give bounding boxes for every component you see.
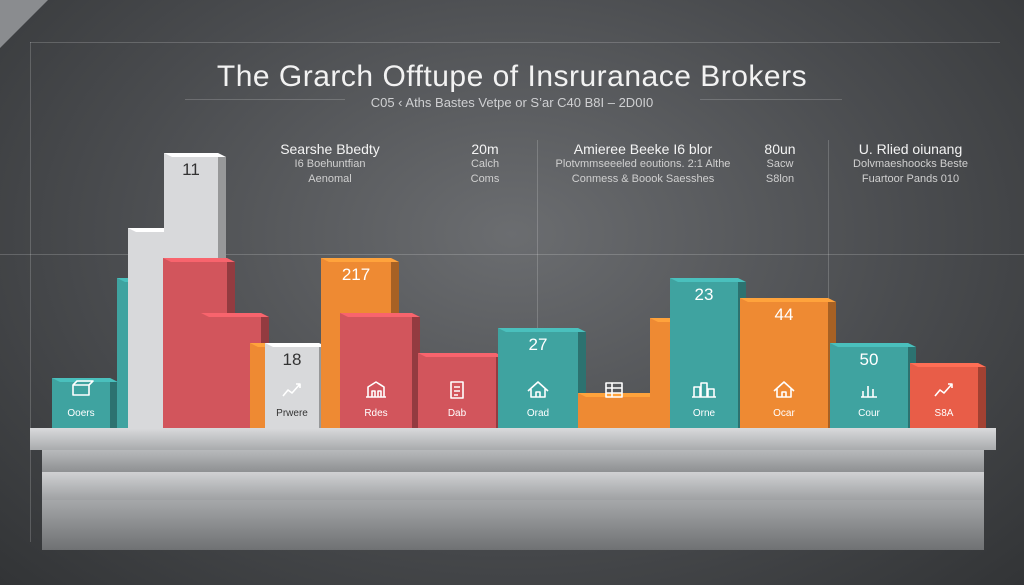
info-line: Calch — [470, 158, 500, 170]
bar-caption: Cour — [858, 408, 880, 419]
chart-title: The Grarch Offtupe of Insruranace Broker… — [216, 60, 808, 93]
building-icon — [366, 381, 386, 398]
title-rule-right — [700, 99, 842, 100]
info-block-4: 80un Sacw S8lon — [745, 141, 815, 187]
info-line: Dolvmaeshoocks Beste — [853, 158, 968, 170]
info-heading: Amieree Beeke I6 blor — [573, 141, 713, 157]
shelf-band — [42, 450, 984, 472]
bar — [265, 343, 319, 428]
bar — [498, 328, 578, 428]
bar — [340, 313, 412, 428]
bar-caption: Ocar — [773, 408, 795, 419]
bar-top — [498, 328, 586, 332]
bar — [52, 378, 110, 428]
bar — [910, 363, 978, 428]
info-heading: U. Rlied oiunang — [858, 141, 963, 157]
info-line: I6 Boehuntfian — [294, 158, 366, 170]
bar-caption: S8A — [935, 408, 954, 419]
document-icon — [450, 381, 464, 399]
corner-accent — [0, 0, 48, 48]
info-block-1: Searshe Bbedty I6 Boehuntfian Aenomal — [250, 141, 410, 187]
divider-line — [828, 140, 829, 430]
bar-top — [201, 313, 269, 317]
info-heading: 20m — [471, 141, 499, 157]
frame-left-line — [30, 42, 31, 542]
bar-caption: Ooers — [67, 408, 94, 419]
bar — [740, 298, 828, 428]
info-heading: Searshe Bbedty — [280, 141, 380, 157]
growth-icon — [282, 383, 301, 397]
bar-caption: Prwere — [276, 408, 308, 419]
chart-subtitle: C05 ‹ Aths Bastes Vetpe or S’ar C40 B8I … — [370, 95, 654, 110]
bar-value-label: 23 — [695, 285, 714, 304]
bar-top — [910, 363, 986, 367]
bar-value-label: 50 — [860, 350, 879, 369]
info-heading: 80un — [764, 141, 796, 157]
chart-base-shelf — [30, 428, 996, 550]
growth-icon — [934, 383, 953, 397]
chart-icon — [861, 386, 877, 398]
info-line: Plotvmmseeeled eoutions. 2:1 Althe — [555, 158, 731, 170]
bar-top — [418, 353, 504, 357]
info-line: Coms — [470, 173, 500, 185]
grid-line — [0, 254, 1024, 255]
bar-top — [321, 258, 399, 262]
bar-value-label: 27 — [529, 335, 548, 354]
info-block-5: U. Rlied oiunang Dolvmaeshoocks Beste Fu… — [838, 141, 983, 187]
info-block-3: Amieree Beeke I6 blor Plotvmmseeeled eou… — [548, 141, 738, 187]
bar-top — [670, 278, 746, 282]
info-line: Sacw — [766, 158, 794, 170]
house-icon — [527, 381, 549, 398]
bar-top — [578, 393, 658, 397]
bar — [128, 228, 168, 428]
bar-side — [110, 378, 118, 428]
title-rule-left — [185, 99, 345, 100]
bar — [578, 393, 650, 428]
info-line: Conmess & Boook Saesshes — [571, 173, 715, 185]
bar-caption: Orad — [527, 408, 549, 419]
bar-value-label: 18 — [283, 350, 302, 369]
shelf-top — [30, 428, 996, 450]
bar-top — [340, 313, 420, 317]
info-line: S8lon — [765, 173, 795, 185]
bar-value-label: 11 — [182, 160, 200, 179]
divider-line — [537, 140, 538, 430]
bar — [670, 278, 738, 428]
bar-top — [830, 343, 916, 347]
bar-value-label: 44 — [775, 305, 794, 324]
shelf-band — [42, 472, 984, 500]
city-icon — [692, 382, 716, 398]
shelf-band — [42, 500, 984, 550]
bar-caption: Dab — [448, 408, 467, 419]
info-line: Aenomal — [308, 173, 352, 185]
frame-top-line — [30, 42, 1000, 43]
table-icon — [605, 382, 623, 398]
bar-value-label: 217 — [342, 265, 370, 284]
bar-top — [265, 343, 327, 347]
info-line: Fuartoor Pands 010 — [861, 173, 960, 185]
bar-top — [52, 378, 118, 382]
bar-side — [978, 363, 986, 428]
bar-top — [740, 298, 836, 302]
bar-caption: Orne — [693, 408, 716, 419]
bar-caption: Rdes — [364, 408, 387, 419]
bar — [830, 343, 908, 428]
box-icon — [72, 380, 94, 396]
house-icon — [773, 381, 795, 398]
bar-top — [163, 258, 235, 262]
bar-top — [164, 153, 226, 157]
info-block-2: 20m Calch Coms — [445, 141, 525, 187]
